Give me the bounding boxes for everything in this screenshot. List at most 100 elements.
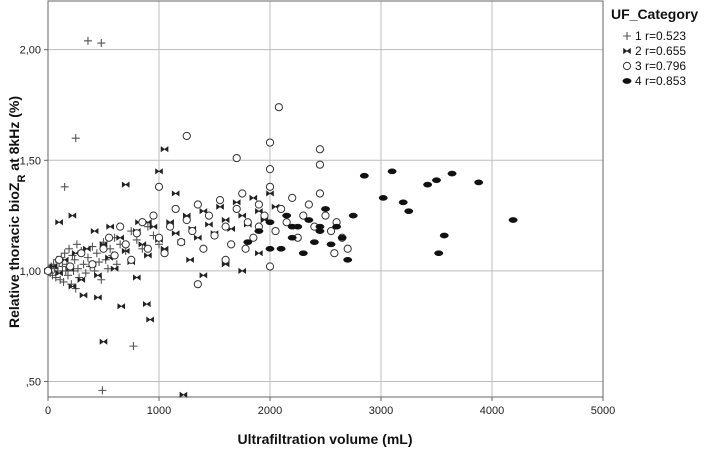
data-point bbox=[321, 211, 330, 220]
data-point bbox=[205, 221, 213, 228]
data-point bbox=[154, 233, 164, 242]
data-point bbox=[304, 217, 314, 223]
data-point bbox=[79, 292, 88, 299]
data-point bbox=[81, 269, 90, 278]
data-point bbox=[277, 204, 286, 214]
legend-marker-1 bbox=[623, 32, 631, 40]
data-point bbox=[238, 267, 247, 274]
data-point bbox=[171, 204, 180, 214]
data-point bbox=[43, 266, 53, 275]
data-point bbox=[199, 244, 208, 253]
data-point bbox=[254, 200, 263, 209]
data-point bbox=[99, 244, 108, 253]
data-point bbox=[133, 274, 141, 281]
data-point bbox=[186, 256, 194, 263]
data-point bbox=[106, 223, 114, 230]
data-point bbox=[255, 208, 263, 215]
data-point bbox=[194, 234, 202, 241]
data-point bbox=[83, 253, 92, 262]
data-point bbox=[59, 277, 68, 286]
data-point bbox=[238, 212, 247, 219]
data-point bbox=[343, 256, 353, 263]
legend-label-4: 4 r=0.853 bbox=[635, 74, 686, 88]
series-3-points bbox=[43, 103, 352, 289]
data-point bbox=[315, 189, 325, 198]
data-point bbox=[160, 146, 169, 153]
data-point bbox=[60, 182, 69, 191]
x-tick-label: 0 bbox=[45, 405, 51, 417]
data-point bbox=[243, 218, 252, 227]
grid-lines bbox=[47, 1, 604, 397]
data-point bbox=[265, 138, 275, 147]
data-point bbox=[271, 226, 280, 236]
data-point bbox=[94, 272, 102, 279]
y-axis-title-subscript: R bbox=[16, 175, 28, 183]
data-point bbox=[434, 250, 444, 257]
data-point bbox=[171, 190, 180, 197]
data-point bbox=[249, 233, 258, 242]
data-point bbox=[193, 200, 202, 209]
data-point bbox=[221, 222, 230, 231]
series-1-points bbox=[44, 36, 163, 395]
legend-label-1: 1 r=0.523 bbox=[635, 29, 686, 43]
data-point bbox=[97, 39, 106, 48]
legend-title: UF_Category bbox=[611, 6, 698, 22]
series-2-points bbox=[44, 146, 280, 398]
data-point bbox=[404, 208, 414, 215]
data-point bbox=[359, 172, 369, 179]
data-point bbox=[439, 232, 449, 239]
data-point bbox=[238, 189, 247, 198]
data-point bbox=[99, 338, 108, 345]
data-point bbox=[199, 208, 208, 215]
x-tick-label: 3000 bbox=[369, 405, 393, 417]
data-point bbox=[55, 255, 64, 264]
data-point bbox=[116, 222, 125, 231]
data-point bbox=[326, 226, 336, 236]
data-points bbox=[43, 36, 518, 398]
data-point bbox=[249, 194, 258, 201]
y-tick-label: 2,00 bbox=[20, 45, 41, 57]
x-tick-label: 5000 bbox=[591, 405, 615, 417]
data-point bbox=[232, 199, 241, 206]
data-point bbox=[92, 249, 101, 258]
data-point bbox=[398, 199, 408, 206]
data-point bbox=[193, 280, 202, 289]
data-point bbox=[88, 260, 97, 269]
data-point bbox=[160, 249, 169, 258]
data-point bbox=[110, 251, 119, 260]
y-tick-label: ,50 bbox=[26, 377, 41, 389]
data-point bbox=[378, 195, 388, 201]
data-point bbox=[276, 245, 286, 252]
data-point bbox=[315, 223, 325, 230]
data-point bbox=[265, 219, 275, 226]
data-point bbox=[117, 303, 126, 310]
data-point bbox=[71, 134, 80, 143]
data-point bbox=[179, 391, 188, 398]
data-point bbox=[221, 216, 230, 224]
data-point bbox=[58, 262, 67, 271]
data-point bbox=[116, 234, 124, 241]
data-point bbox=[321, 206, 330, 212]
data-point bbox=[95, 258, 104, 267]
y-axis-title-main: Relative thoracic bioZ bbox=[6, 182, 22, 328]
x-tick-label: 4000 bbox=[480, 405, 504, 417]
plot-frame bbox=[47, 0, 604, 398]
data-point bbox=[221, 255, 230, 264]
legend-marker-2 bbox=[623, 47, 631, 55]
data-point bbox=[304, 200, 313, 209]
data-point bbox=[243, 239, 253, 245]
data-point bbox=[423, 181, 433, 188]
data-point bbox=[265, 245, 275, 252]
data-point bbox=[260, 211, 269, 220]
data-point bbox=[287, 234, 297, 241]
data-point bbox=[299, 211, 308, 220]
data-point bbox=[68, 212, 77, 219]
data-point bbox=[232, 153, 241, 163]
data-point bbox=[66, 262, 75, 271]
data-point bbox=[77, 276, 86, 283]
data-point bbox=[188, 226, 197, 236]
data-point bbox=[298, 250, 308, 257]
legend-marker-4 bbox=[622, 78, 632, 84]
data-point bbox=[288, 193, 297, 202]
data-point bbox=[73, 264, 82, 273]
